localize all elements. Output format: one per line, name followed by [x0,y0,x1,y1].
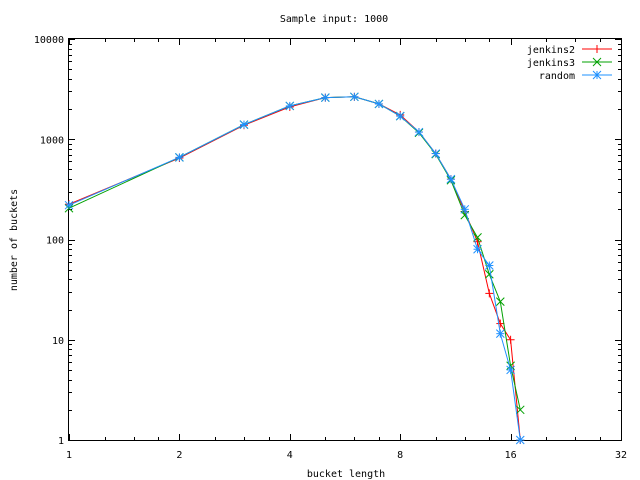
legend-item-random: random [539,70,612,82]
y-tick-label: 1000 [40,135,64,146]
legend-label: jenkins2 [527,45,575,56]
data-point [495,329,505,339]
chart-title: Sample input: 1000 [280,14,388,25]
y-tick-label: 10 [52,336,64,347]
series-jenkins3 [64,92,525,415]
series-line [68,96,521,410]
y-axis-label: number of buckets [9,189,20,291]
x-tick-label: 1 [66,450,72,461]
plot-frame [68,38,622,441]
legend-label: random [539,71,575,82]
series-layer [64,92,525,445]
data-point [506,365,515,375]
data-point [285,101,295,111]
data-point [506,361,515,371]
data-point [506,335,515,344]
data-point [395,111,405,121]
series-random [64,92,525,445]
x-tick-label: 2 [176,450,182,461]
data-point [484,269,494,279]
data-point [473,244,482,254]
data-point [460,204,470,214]
data-point [496,319,505,328]
legend-marker [592,70,602,80]
legend-item-jenkins2: jenkins2 [527,45,612,56]
legend-item-jenkins3: jenkins3 [527,57,612,69]
data-point [320,93,330,103]
data-point [515,435,525,445]
y-tick-label: 10000 [34,35,64,46]
axis-ticks: 1 2 4 8 16 32 1 10 100 1000 10000 [34,35,627,461]
data-point [515,405,525,415]
y-tick-label: 100 [46,236,64,247]
series-line [68,96,521,441]
data-point [175,152,184,162]
series-jenkins2 [65,92,525,444]
x-tick-label: 4 [287,450,293,461]
data-point [485,289,494,298]
data-point [64,200,74,210]
x-tick-label: 16 [505,450,517,461]
data-point [350,92,359,102]
data-point [484,261,494,270]
x-tick-label: 32 [615,450,627,461]
legend-marker [592,57,602,67]
data-point [414,127,424,137]
legend: jenkins2 jenkins3 random [527,45,612,82]
x-tick-label: 8 [397,450,403,461]
data-point [446,174,456,184]
legend-marker [593,45,601,53]
data-point [239,120,249,129]
x-axis-label: bucket length [307,469,385,480]
data-point [374,99,384,109]
series-line [68,96,521,441]
data-point [431,149,441,158]
legend-label: jenkins3 [527,58,575,69]
data-point [495,297,505,306]
y-tick-label: 1 [58,436,64,447]
